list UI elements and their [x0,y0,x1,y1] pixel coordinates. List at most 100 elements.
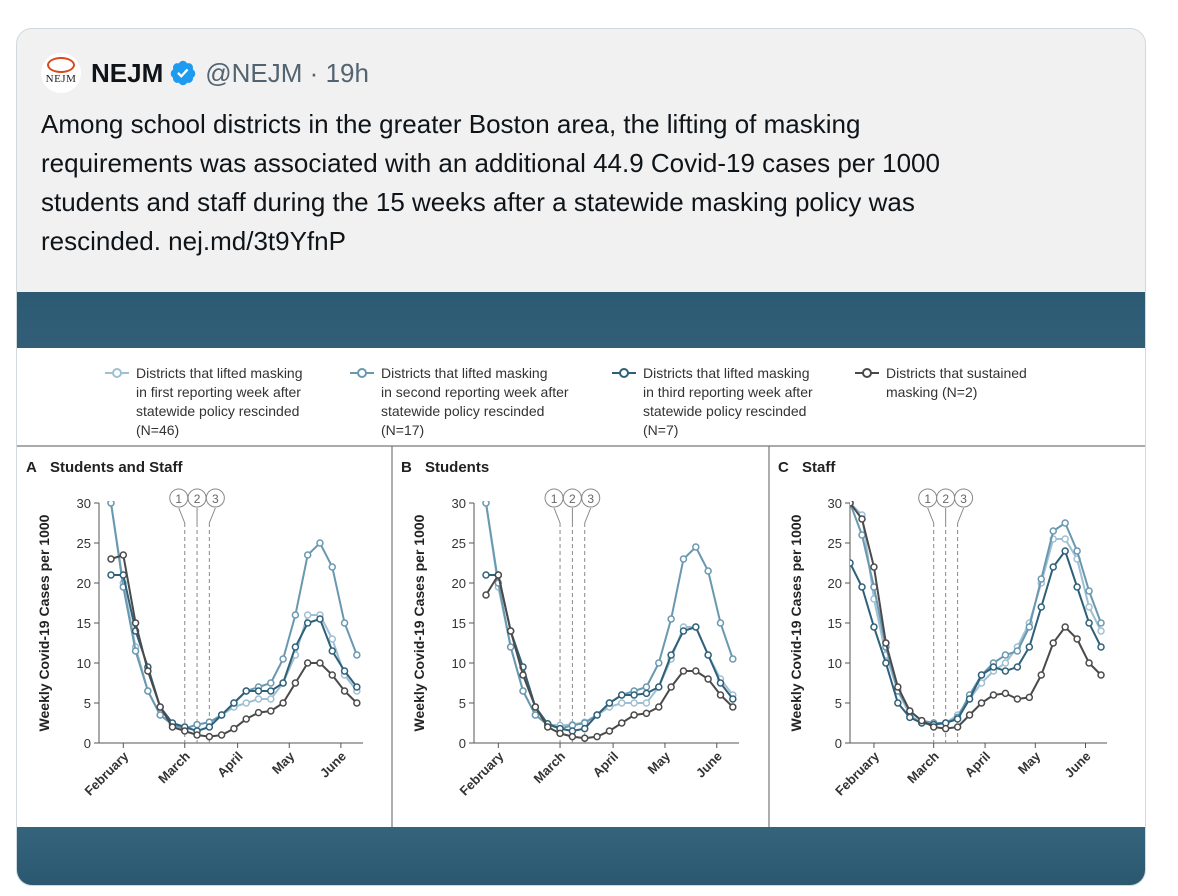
data-point [254,708,263,717]
data-point [642,683,651,691]
author-handle[interactable]: @NEJM · 19h [205,58,369,89]
verified-badge-icon [170,60,196,86]
data-point [580,734,589,742]
data-point [667,615,675,623]
handle-text: @NEJM [205,57,303,88]
data-point [242,699,250,707]
series-sustained [107,551,361,741]
data-point [279,679,287,687]
y-tick-label: 15 [452,616,466,631]
data-point [119,551,128,559]
data-point [1073,583,1081,591]
data-point [107,571,115,579]
data-point [1013,663,1022,671]
data-point [254,687,263,695]
data-point [303,551,312,559]
x-tick-label: March [530,748,568,786]
data-point [906,713,914,722]
y-tick-label: 10 [77,656,91,671]
legend-item: Districts that lifted masking in first re… [105,365,303,438]
data-point [642,709,651,718]
legend-marker [619,368,629,378]
data-point [667,683,675,691]
x-tick-label: June [693,749,725,781]
author-name[interactable]: NEJM [91,57,164,88]
y-axis-label: Weekly Covid-19 Cases per 1000 [411,514,427,731]
tweet-line-with-link[interactable]: rescinded. nej.md/3t9YfnP [41,226,346,256]
legend-marker [357,368,367,378]
legend-label: (N=7) [643,422,678,438]
x-tick-label: May [1015,748,1044,777]
data-point [1049,563,1057,571]
data-point [193,720,201,729]
series-line [850,502,1102,724]
series-third [107,571,361,735]
y-tick-label: 30 [452,496,466,511]
legend-item: Districts that lifted masking in third re… [612,365,813,438]
data-point [1061,623,1069,631]
data-point [894,699,902,707]
legend-label: Districts that lifted masking [643,365,810,381]
data-point [1085,659,1093,667]
data-point [482,571,490,579]
tweet-card[interactable]: NEJM NEJM @NEJM · 19h Among school distr… [16,28,1146,886]
data-point [107,555,115,563]
y-tick-label: 0 [835,736,842,751]
data-point [870,563,878,571]
data-point [1061,519,1069,527]
legend-label: Districts that lifted masking [136,365,303,381]
data-point [704,567,712,575]
x-tick-label: April [962,749,994,781]
policy-marker-circle [205,488,225,508]
legend-label: in second reporting week after [381,384,569,400]
legend-label: Districts that sustained [886,365,1027,381]
data-point [1073,547,1081,555]
series-line [485,502,734,730]
data-point [1073,635,1081,643]
data-point [131,647,140,655]
data-point [1025,623,1034,631]
data-point [193,731,201,739]
data-point [482,501,490,507]
y-tick-label: 25 [828,536,842,551]
data-point [254,695,263,703]
data-point [729,655,737,663]
data-point [531,711,540,719]
timestamp[interactable]: 19h [325,57,369,88]
data-point [531,703,540,711]
legend-label: (N=46) [136,422,179,438]
data-point [217,731,226,739]
data-point [882,639,890,647]
panel-letter: A [26,459,37,476]
data-point [918,716,926,725]
legend-label: statewide policy rescinded [381,403,544,419]
data-point [1025,643,1034,651]
legend-label: in first reporting week after [136,384,301,400]
data-point [630,699,638,707]
series-sustained [482,571,737,742]
data-point [858,583,866,591]
figure-band-bottom [17,827,1145,885]
data-point [977,699,986,707]
data-point [692,623,700,631]
data-point [506,643,515,651]
data-point [692,543,700,551]
y-tick-label: 5 [835,696,842,711]
data-point [506,627,515,635]
legend-label: in third reporting week after [643,384,813,400]
figure-band-top [17,292,1145,348]
y-tick-label: 30 [828,496,842,511]
data-point [692,667,700,675]
separator: · [309,57,319,88]
data-point [906,707,914,715]
avatar[interactable]: NEJM [41,53,81,93]
data-point [181,727,189,735]
data-point [965,695,974,703]
attached-figure[interactable]: Districts that lifted masking in first re… [17,292,1145,885]
data-point [1037,575,1046,583]
legend-label: statewide policy rescinded [136,403,299,419]
y-tick-label: 15 [77,616,91,631]
data-point [929,723,938,731]
series-sustained [850,501,1105,733]
data-point [941,724,950,733]
